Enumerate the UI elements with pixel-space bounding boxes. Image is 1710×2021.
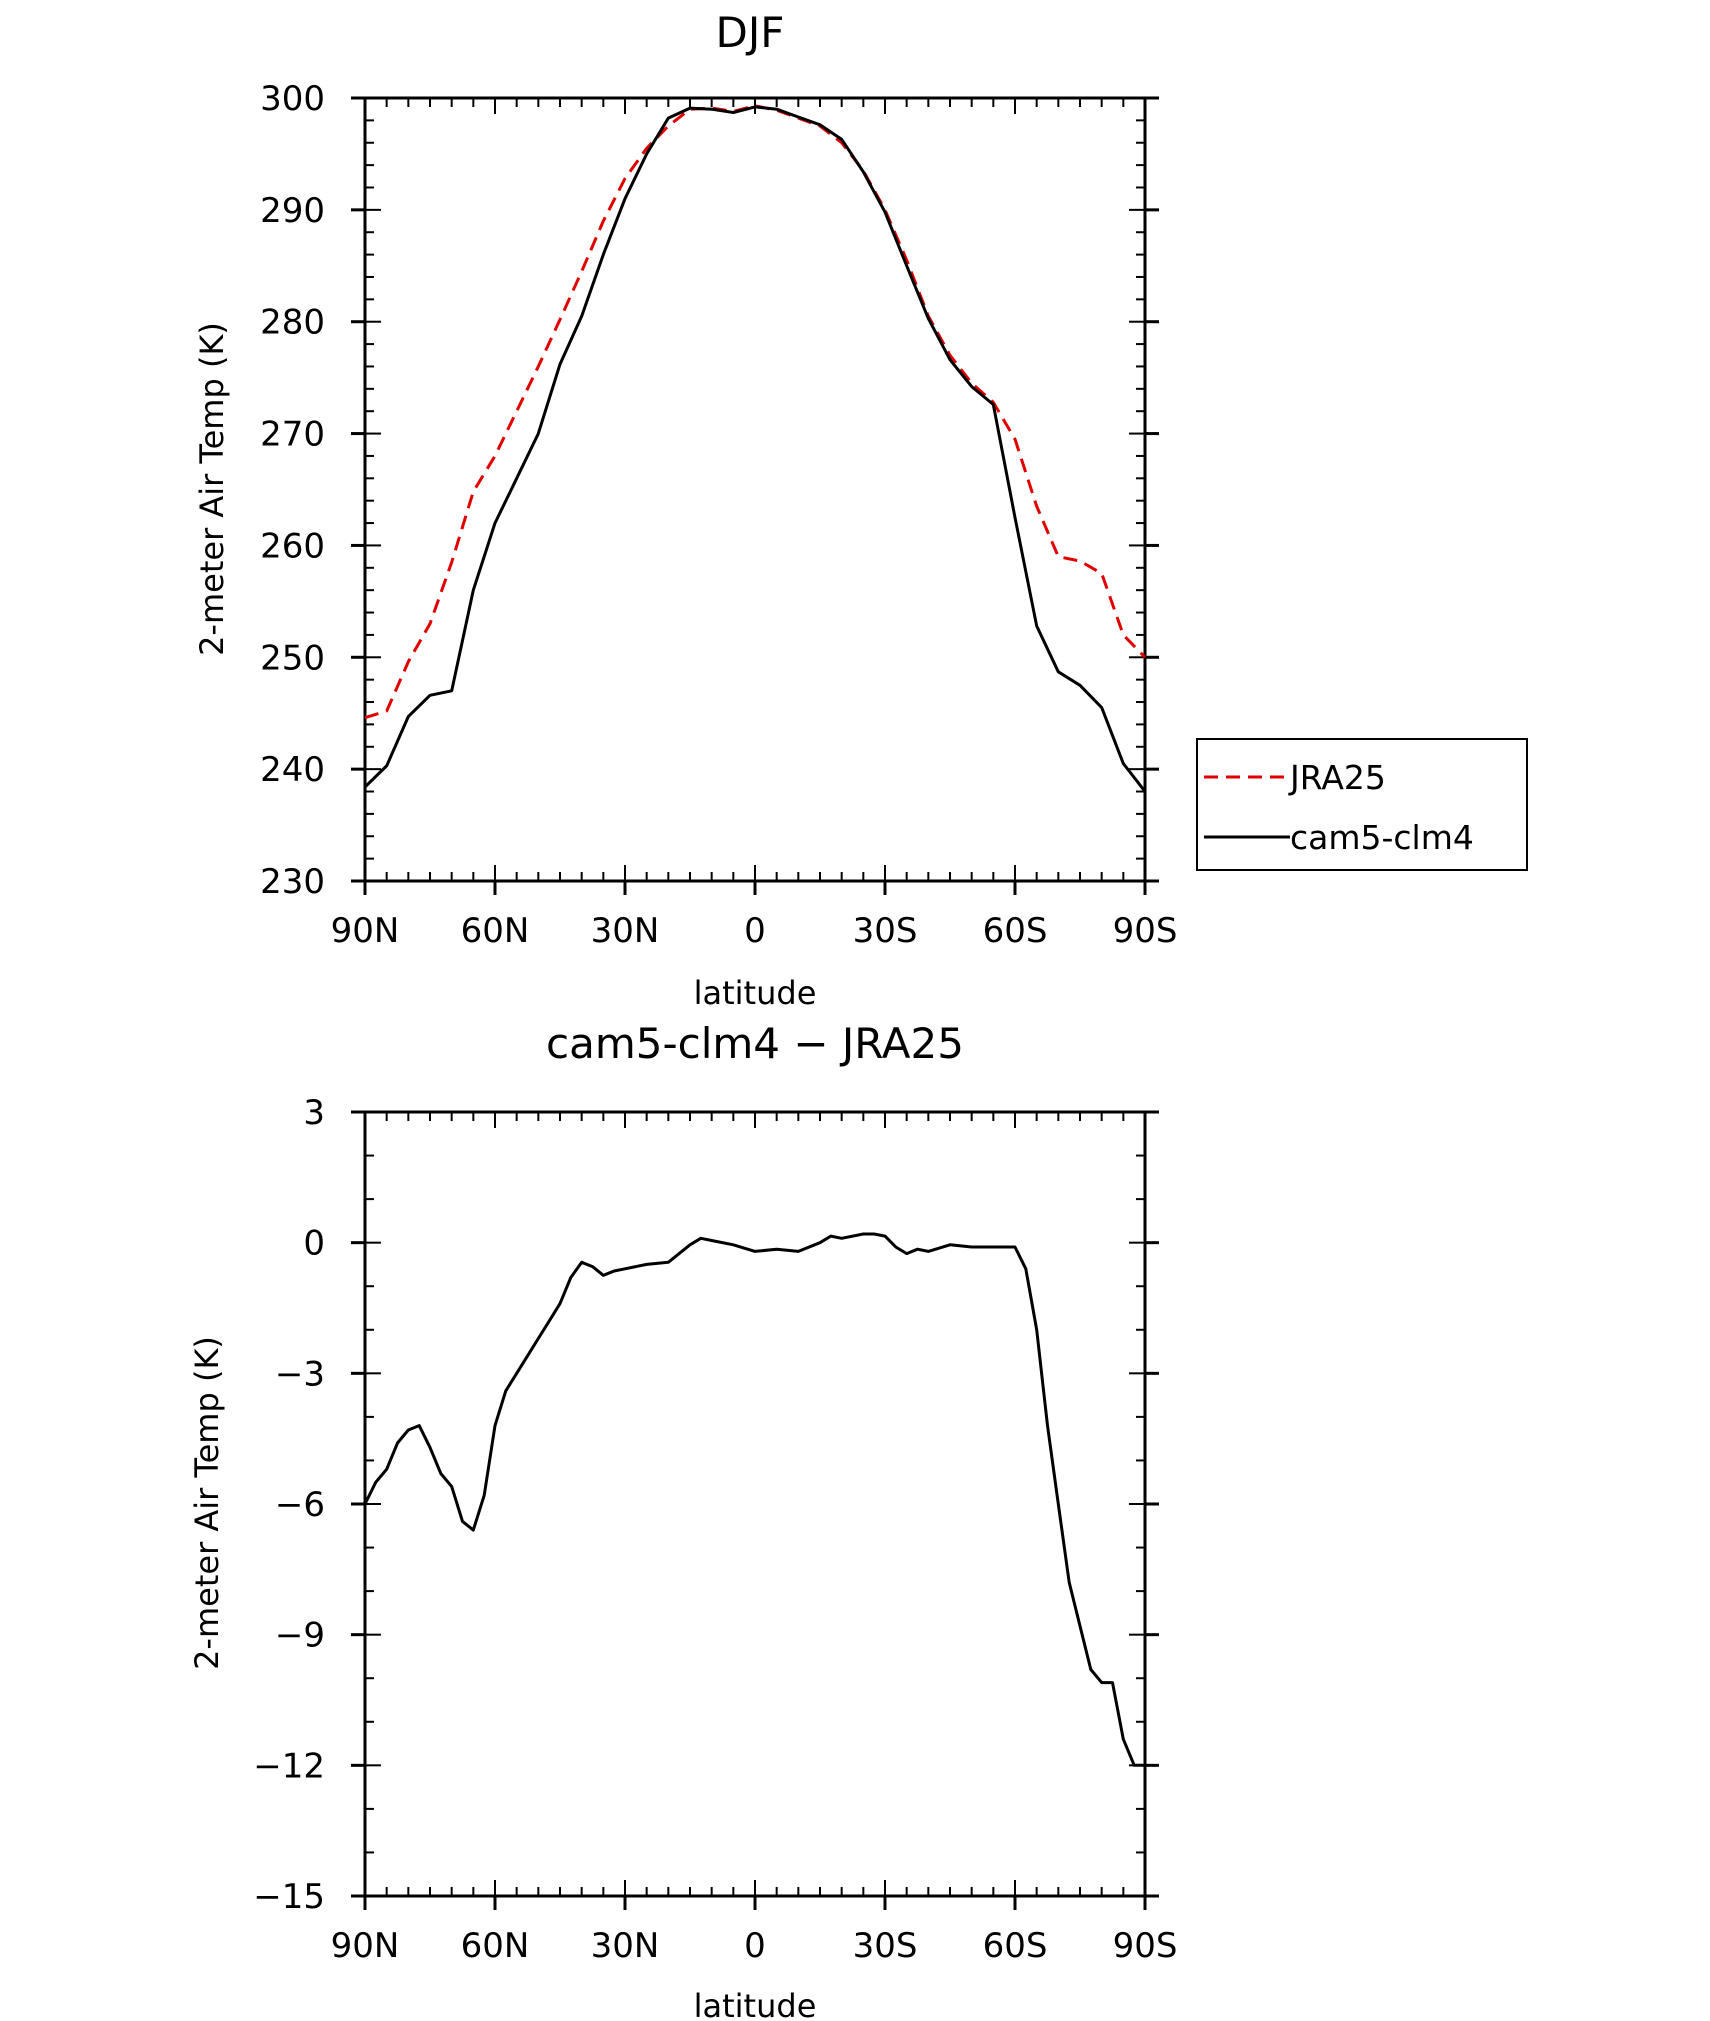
x-tick-label: 30S (853, 1926, 918, 1966)
y-tick-label: 300 (260, 79, 325, 119)
series-line-series-0 (363, 1232, 1145, 1767)
x-tick-label: 60S (983, 1926, 1048, 1966)
x-tick-label: 30N (591, 911, 660, 951)
y-axis-ticks: 230 240 250 260 270 280 290 300 (260, 79, 1159, 902)
y-tick-label: −15 (253, 1877, 325, 1917)
chart-djf-temperature: DJF 90N 60N 30N 0 30S 60S 90S 2302402502602702… (193, 8, 1528, 1012)
x-axis-ticks: 90N 60N 30N 0 30S 60S 90S (331, 98, 1178, 951)
legend-label-cam5-clm4: cam5-clm4 (1290, 818, 1474, 857)
y-tick-label: −9 (275, 1616, 325, 1656)
chart-title: cam5-clm4 − JRA25 (546, 1019, 964, 1068)
chart-difference: cam5-clm4 − JRA25 90N 60N 30N 0 30S 60S 90S 3 0… (188, 1019, 1177, 2021)
y-tick-label: 230 (260, 862, 325, 902)
series-lines (363, 104, 1147, 793)
x-tick-label: 90S (1113, 1926, 1178, 1966)
x-tick-label: 90N (331, 1926, 400, 1966)
x-tick-label: 30N (591, 1926, 660, 1966)
y-tick-label: −3 (275, 1354, 325, 1394)
x-tick-label: 0 (744, 1926, 766, 1966)
x-tick-label: 0 (744, 911, 766, 951)
legend-label-jra25: JRA25 (1288, 758, 1386, 797)
x-tick-label: 90N (331, 911, 400, 951)
x-tick-label: 60N (461, 911, 530, 951)
x-tick-label: 30S (853, 911, 918, 951)
legend: JRA25 cam5-clm4 (1196, 738, 1528, 871)
series-line-cam5-clm4 (363, 105, 1147, 793)
series-lines (363, 1232, 1145, 1767)
y-axis-label: 2-meter Air Temp (K) (193, 322, 231, 656)
chart-title: DJF (716, 8, 785, 57)
y-tick-label: 290 (260, 191, 325, 231)
y-axis-label: 2-meter Air Temp (K) (188, 1336, 226, 1670)
y-tick-label: 260 (260, 526, 325, 566)
y-tick-label: 3 (303, 1093, 325, 1133)
x-tick-label: 60N (461, 1926, 530, 1966)
x-axis-label: latitude (694, 1987, 817, 2021)
x-axis-ticks: 90N 60N 30N 0 30S 60S 90S (331, 1112, 1178, 1966)
y-tick-label: 270 (260, 415, 325, 455)
plot-frame (363, 96, 1147, 883)
x-axis-label: latitude (694, 974, 817, 1012)
y-tick-label: 280 (260, 303, 325, 343)
legend-box (1196, 738, 1528, 871)
y-tick-label: −12 (253, 1746, 325, 1786)
y-tick-label: 250 (260, 638, 325, 678)
x-tick-label: 60S (983, 911, 1048, 951)
series-line-jra25 (364, 104, 1147, 720)
x-tick-label: 90S (1113, 911, 1178, 951)
y-tick-label: 0 (303, 1224, 325, 1264)
y-tick-label: −6 (275, 1485, 325, 1525)
y-tick-label: 240 (260, 750, 325, 790)
y-axis-ticks: 3 0 −3 −6 −9 −12 −15 (253, 1093, 1159, 1917)
